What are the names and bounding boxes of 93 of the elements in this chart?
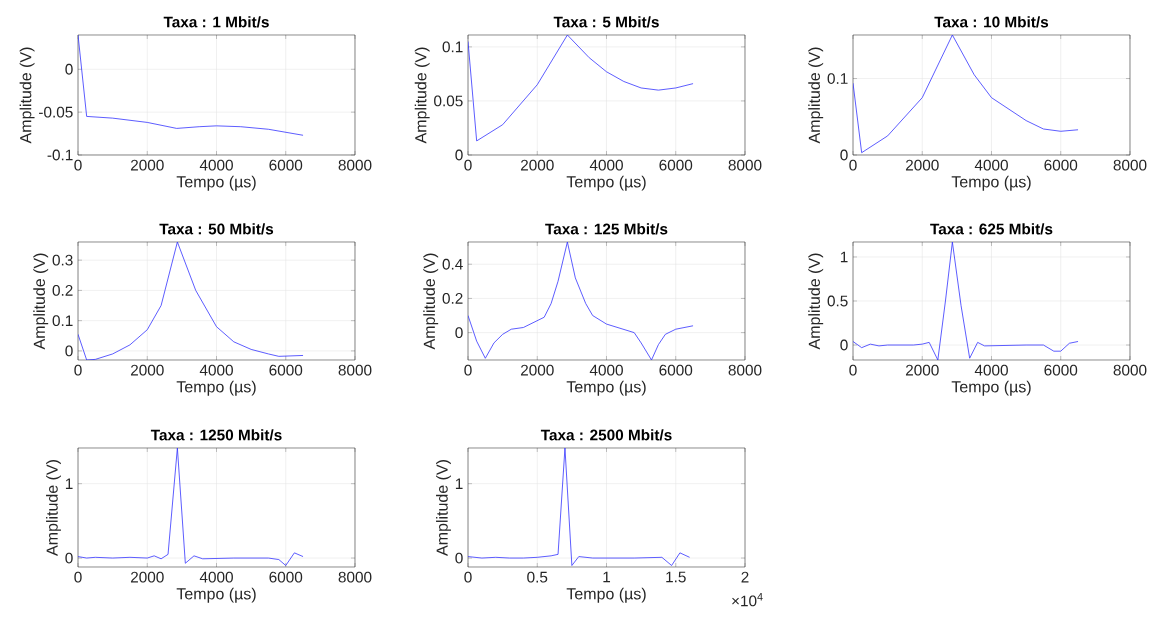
x-axis-title: Tempo (µs) [176,587,256,603]
chart-title: Taxa : 2500 Mbit/s [540,429,672,441]
x-axis-title: Tempo (µs) [566,380,646,396]
y-tick-label: 0 [455,327,463,339]
y-tick-label: 0.1 [52,315,73,327]
y-tick-label: 0.05 [434,95,463,107]
y-tick-label: 0 [455,552,463,564]
y-tick-label: 0 [840,339,848,351]
x-tick-label: 4000 [974,364,1008,376]
x-tick-label: 0 [464,159,472,171]
y-tick-label: 1 [840,251,848,263]
x-tick-label: 2000 [520,364,554,376]
y-tick-label: 0.3 [52,254,73,266]
x-axis-title: Tempo (µs) [176,380,256,396]
y-tick-label: 1 [455,478,463,489]
line-series [78,447,304,566]
y-tick-label: -0.1 [47,149,73,161]
x-tick-label: 0 [74,159,82,171]
line-series [468,241,694,360]
chart-title: Taxa : 625 Mbit/s [930,223,1053,235]
y-tick-label: -0.05 [39,106,73,118]
x-tick-label: 1.5 [666,571,686,583]
x-tick-label: 0 [849,159,857,171]
y-axis-title: Amplitude (V) [808,253,824,350]
x-axis-title: Tempo (µs) [951,175,1031,191]
x-tick-label: 8000 [1113,159,1147,171]
x-tick-label: 6000 [269,364,303,376]
x-tick-label: 4000 [199,364,233,376]
y-tick-label: 0 [65,345,73,357]
x-tick-label: 6000 [269,571,303,583]
chart-title: Taxa : 125 Mbit/s [545,223,668,235]
x-tick-label: 8000 [728,364,762,376]
chart-title: Taxa : 1250 Mbit/s [150,429,282,441]
x-tick-label: 2000 [905,159,939,171]
x-axis-title: Tempo (µs) [951,380,1031,396]
y-tick-label: 0.1 [442,41,463,53]
x-tick-label: 4000 [199,571,233,583]
y-tick-label: 0.5 [827,295,848,307]
x-tick-label: 2000 [130,364,164,376]
y-tick-label: 0 [65,552,73,564]
x-tick-label: 0 [74,571,82,583]
x-tick-label: 0 [464,571,472,583]
y-tick-label: 0.1 [827,73,848,84]
y-tick-label: 0.4 [442,258,463,270]
chart-title: Taxa : 5 Mbit/s [553,16,659,28]
x-tick-label: 2 [741,571,749,583]
x-tick-label: 2000 [520,159,554,171]
x-tick-label: 0.5 [527,571,548,583]
x-tick-label: 4000 [589,159,623,171]
x-tick-label: 6000 [1044,159,1078,171]
x-tick-label: 2000 [130,159,164,171]
y-axis-title: Amplitude (V) [436,460,451,556]
y-tick-label: 0.2 [442,293,463,304]
y-tick-label: 1 [65,478,73,489]
x-tick-label: 6000 [659,364,693,376]
y-axis-title: Amplitude (V) [46,460,61,556]
chart-title: Taxa : 10 Mbit/s [934,16,1049,28]
y-axis-title: Amplitude (V) [33,253,49,350]
x-axis-title: Tempo (µs) [566,175,646,191]
x-tick-label: 0 [849,364,857,376]
y-axis-title: Amplitude (V) [414,47,430,144]
x-tick-label: 0 [464,364,472,376]
text: ×10$^{4}$ [732,593,763,607]
y-tick-label: 0 [65,63,73,75]
x-tick-label: 2000 [905,364,939,376]
x-tick-label: 6000 [1044,364,1078,376]
y-axis-title: Amplitude (V) [423,253,439,350]
line-series [468,34,694,142]
x-tick-label: 6000 [269,159,303,171]
x-tick-label: 8000 [338,571,372,583]
x-tick-label: 2000 [130,571,164,583]
x-axis-title: Tempo (µs) [566,587,646,603]
line-series [853,34,1079,154]
line-series [853,241,1079,360]
y-axis-title: Amplitude (V) [808,47,824,144]
x-tick-label: 4000 [589,364,623,376]
x-tick-label: 1 [603,571,611,583]
y-tick-label: 0 [455,149,463,161]
x-tick-label: 8000 [728,159,762,171]
x-tick-label: 8000 [338,364,372,376]
x-tick-label: 8000 [1113,364,1147,376]
x-tick-label: 0 [74,364,82,376]
y-axis-title: Amplitude (V) [19,47,35,144]
y-tick-label: 0 [840,149,848,161]
x-tick-label: 4000 [974,159,1008,171]
x-tick-label: 4000 [199,159,233,171]
x-axis-title: Tempo (µs) [176,175,256,191]
y-tick-label: 0.2 [52,284,73,296]
x-tick-label: 8000 [338,159,372,171]
chart-title: Taxa : 1 Mbit/s [163,16,269,28]
x-tick-label: 6000 [659,159,693,171]
line-series [78,241,304,360]
chart-title: Taxa : 50 Mbit/s [159,223,274,235]
